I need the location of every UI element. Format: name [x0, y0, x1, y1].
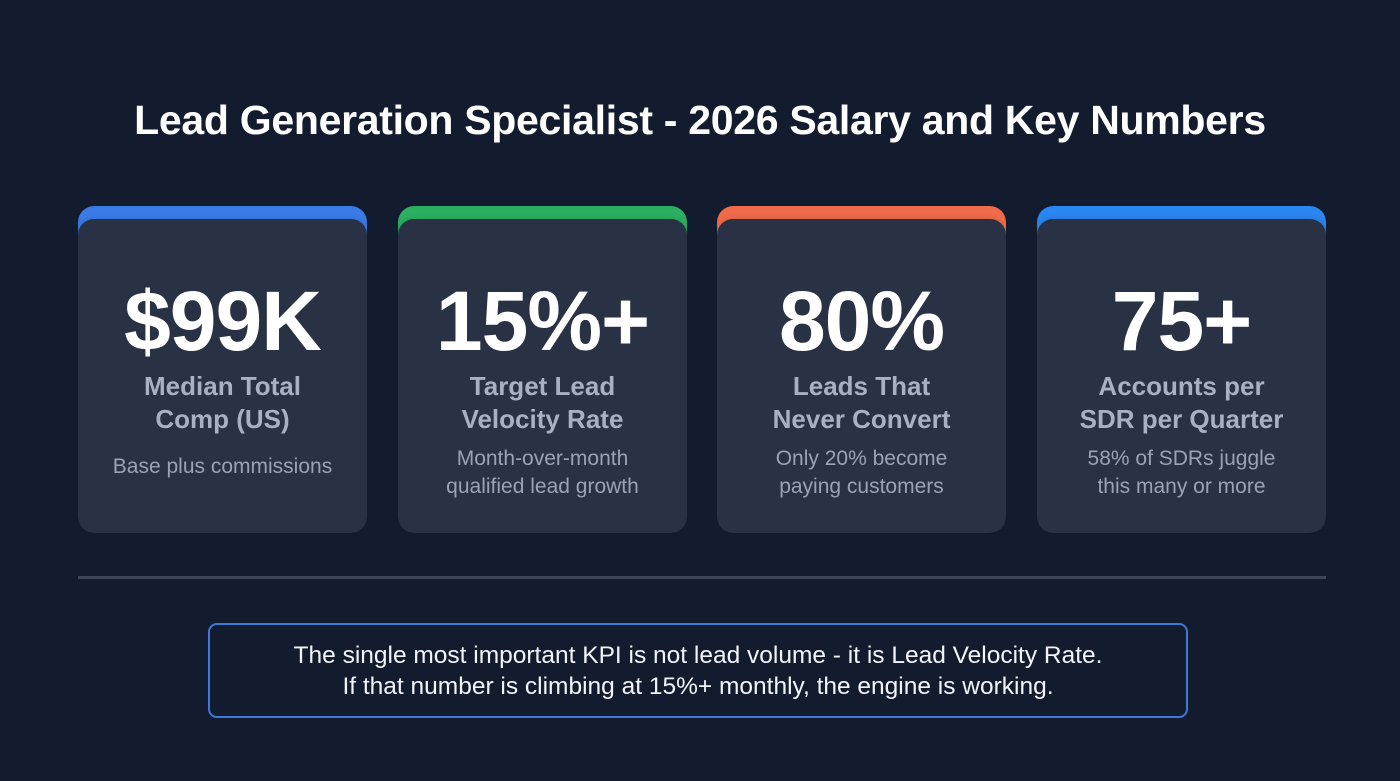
stat-description-line: Only 20% become — [775, 447, 948, 470]
stat-value: 75+ — [1111, 274, 1253, 368]
stat-label: Target Lead Velocity Rate — [408, 370, 677, 436]
callout-line: If that number is climbing at 15%+ month… — [342, 672, 1054, 700]
card-body: $99K Median Total Comp (US) Base plus co… — [78, 219, 367, 533]
stat-label: Accounts per SDR per Quarter — [1047, 370, 1316, 436]
stat-description-line: paying customers — [779, 475, 944, 498]
stat-value: 15%+ — [435, 274, 650, 368]
card-body: 15%+ Target Lead Velocity Rate Month-ove… — [398, 219, 687, 533]
stat-label: Median Total Comp (US) — [88, 370, 357, 436]
stat-label-line: Never Convert — [772, 404, 951, 434]
stat-description: Month-over-month qualified lead growth — [408, 445, 677, 501]
stat-card-never-convert: 80% Leads That Never Convert Only 20% be… — [717, 206, 1006, 533]
stat-label-line: Accounts per — [1098, 371, 1265, 401]
stat-card-median-comp: $99K Median Total Comp (US) Base plus co… — [78, 206, 367, 533]
stat-cards: $99K Median Total Comp (US) Base plus co… — [78, 206, 1326, 533]
stat-description: 58% of SDRs juggle this many or more — [1047, 445, 1316, 501]
page-title: Lead Generation Specialist - 2026 Salary… — [134, 97, 1266, 143]
key-insight-callout: The single most important KPI is not lea… — [208, 623, 1188, 718]
stat-description: Only 20% become paying customers — [727, 445, 996, 501]
stat-description-line: qualified lead growth — [446, 475, 639, 498]
stat-card-lead-velocity: 15%+ Target Lead Velocity Rate Month-ove… — [398, 206, 687, 533]
stat-label: Leads That Never Convert — [727, 370, 996, 436]
stat-label-line: Velocity Rate — [461, 404, 624, 434]
section-divider — [78, 576, 1326, 579]
card-body: 75+ Accounts per SDR per Quarter 58% of … — [1037, 219, 1326, 533]
stat-description: Base plus commissions — [88, 453, 357, 481]
stat-label-line: SDR per Quarter — [1079, 404, 1284, 434]
card-body: 80% Leads That Never Convert Only 20% be… — [717, 219, 1006, 533]
stat-value: 80% — [778, 274, 945, 368]
stat-description-line: Month-over-month — [456, 447, 629, 470]
stat-description-line: Base plus commissions — [112, 455, 333, 478]
stat-label-line: Leads That — [792, 371, 931, 401]
stat-value: $99K — [124, 274, 322, 368]
stat-description-line: 58% of SDRs juggle — [1087, 447, 1276, 470]
stat-description-line: this many or more — [1097, 475, 1266, 498]
stat-label-line: Median Total — [144, 371, 301, 401]
stat-card-accounts-per-sdr: 75+ Accounts per SDR per Quarter 58% of … — [1037, 206, 1326, 533]
stat-label-line: Target Lead — [469, 371, 616, 401]
callout-line: The single most important KPI is not lea… — [293, 641, 1103, 669]
stat-label-line: Comp (US) — [155, 404, 290, 434]
